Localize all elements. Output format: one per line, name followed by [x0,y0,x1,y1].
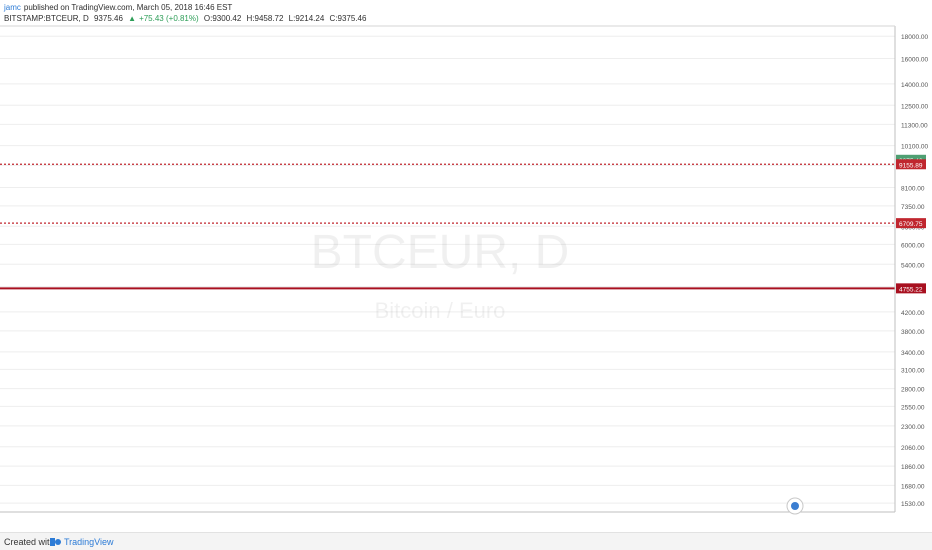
y-tick-label: 11300.00 [901,122,928,129]
plot-area [0,26,895,512]
resistance-tag [896,159,926,170]
y-tick-label: 16000.00 [901,57,928,64]
y-tick-label: 8100.00 [901,185,925,192]
watermark: BTCEUR, D Bitcoin / Euro [311,226,570,323]
created-with-label: Created with [4,537,55,547]
bitcoin-icon[interactable] [786,497,804,515]
y-tick-label: 10100.00 [901,144,928,151]
y-tick-label: 1860.00 [901,464,925,471]
open-value: O:9300.42 [203,14,242,23]
close-value: C:9375.46 [329,14,367,23]
y-tick-label: 1680.00 [901,483,925,490]
y-tick-label: 18000.00 [901,34,928,41]
ohlc-line: BITSTAMP:BTCEUR, D 9375.46 ▲ +75.43 (+0.8… [4,14,369,23]
high-value: H:9458.72 [246,14,284,23]
tradingview-logo-icon[interactable] [50,537,61,547]
support-solid-tag [896,283,926,294]
last-price: 9375.46 [93,14,123,23]
footer-bar: Created with TradingView [0,532,932,550]
y-tick-label: 5400.00 [901,262,925,269]
resistance-tag-label: 9155.89 [899,162,923,169]
y-tick-label: 7350.00 [901,204,925,211]
tradingview-brand[interactable]: TradingView [64,537,114,547]
y-tick-label: 2300.00 [901,424,925,431]
y-tick-label: 3400.00 [901,350,925,357]
low-value: L:9214.24 [288,14,325,23]
symbol-label[interactable]: BITSTAMP:BTCEUR, D [4,14,89,23]
y-tick-label: 2800.00 [901,387,925,394]
watermark-name: Bitcoin / Euro [375,298,506,323]
levels[interactable] [0,163,895,290]
up-arrow-icon: ▲ [128,14,137,23]
price-change: +75.43 (+0.81%) [139,14,199,23]
grid [0,26,895,512]
y-tick-label: 3100.00 [901,367,925,374]
axes: 18000.00 16000.00 14000.00 12500.00 11300.00… [0,25,928,513]
y-tick-label: 1530.00 [901,501,925,508]
y-tick-label: 14000.00 [901,82,928,89]
y-tick-label: 2550.00 [901,404,925,411]
y-tick-label: 2060.00 [901,445,925,452]
y-tick-label: 4200.00 [901,310,925,317]
watermark-symbol: BTCEUR, D [311,226,570,279]
author-link[interactable]: jamc [4,3,21,12]
support-dotted-tag [896,218,926,229]
support-dotted-tag-label: 6709.75 [899,221,923,228]
y-tick-label: 12500.00 [901,103,928,110]
publish-line: jamc published on TradingView.com, March … [4,3,235,12]
support-solid-tag-label: 4755.22 [899,286,923,293]
y-tick-label: 6000.00 [901,242,925,249]
publish-info: published on TradingView.com, March 05, … [23,3,233,12]
y-tick-label: 3800.00 [901,329,925,336]
